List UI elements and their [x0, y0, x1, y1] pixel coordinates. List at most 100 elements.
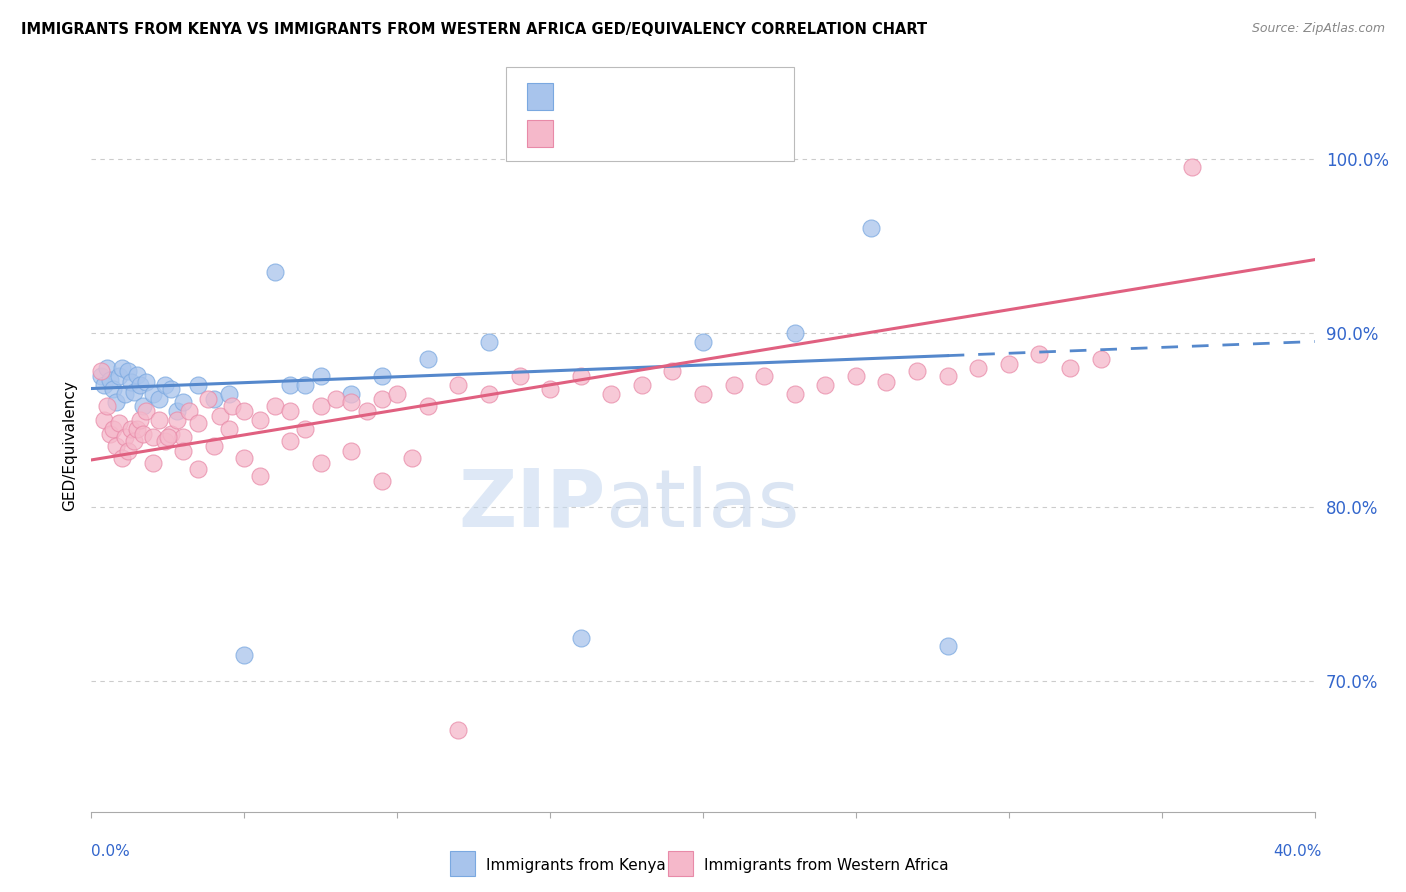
Point: [309, 369, 332, 384]
Point: [371, 369, 394, 384]
Text: Immigrants from Western Africa: Immigrants from Western Africa: [704, 858, 949, 872]
Point: [278, 404, 301, 418]
Point: [114, 430, 136, 444]
Point: [371, 474, 394, 488]
Point: [1090, 351, 1112, 366]
Point: [294, 421, 316, 435]
Point: [129, 378, 152, 392]
Text: Source: ZipAtlas.com: Source: ZipAtlas.com: [1251, 22, 1385, 36]
Point: [416, 399, 439, 413]
Point: [172, 430, 194, 444]
Point: [148, 392, 170, 406]
Point: [509, 369, 531, 384]
Point: [141, 430, 163, 444]
Point: [233, 404, 256, 418]
Point: [202, 392, 225, 406]
Text: N =: N =: [658, 87, 695, 105]
Point: [1181, 161, 1204, 175]
Point: [166, 404, 188, 418]
Point: [754, 369, 776, 384]
Point: [187, 378, 209, 392]
Text: 0.117: 0.117: [599, 87, 651, 105]
Point: [127, 421, 149, 435]
Point: [860, 221, 883, 235]
Text: 76: 76: [693, 125, 716, 143]
Point: [129, 413, 152, 427]
Point: [111, 360, 134, 375]
Point: [340, 395, 363, 409]
Point: [197, 392, 219, 406]
Point: [104, 439, 127, 453]
Point: [172, 444, 194, 458]
Point: [967, 360, 990, 375]
Point: [160, 382, 183, 396]
Point: [141, 457, 163, 471]
Point: [814, 378, 837, 392]
Point: [264, 399, 287, 413]
Point: [875, 375, 898, 389]
Text: IMMIGRANTS FROM KENYA VS IMMIGRANTS FROM WESTERN AFRICA GED/EQUIVALENCY CORRELAT: IMMIGRANTS FROM KENYA VS IMMIGRANTS FROM…: [21, 22, 927, 37]
Point: [661, 364, 683, 378]
Point: [278, 434, 301, 448]
Point: [98, 373, 121, 387]
Point: [356, 404, 378, 418]
Y-axis label: GED/Equivalency: GED/Equivalency: [62, 381, 77, 511]
Point: [569, 369, 592, 384]
Text: atlas: atlas: [605, 466, 800, 543]
Point: [278, 378, 301, 392]
Text: 0.317: 0.317: [599, 125, 651, 143]
Point: [936, 640, 959, 654]
Point: [783, 326, 806, 340]
Point: [692, 334, 714, 349]
Point: [692, 386, 714, 401]
Point: [221, 399, 243, 413]
Text: 40.0%: 40.0%: [1274, 845, 1322, 859]
Point: [249, 468, 271, 483]
Text: 39: 39: [693, 87, 717, 105]
Point: [148, 413, 170, 427]
Point: [96, 399, 118, 413]
Point: [249, 413, 271, 427]
Point: [117, 444, 139, 458]
Point: [340, 386, 363, 401]
Point: [631, 378, 654, 392]
Point: [135, 375, 157, 389]
Point: [108, 417, 131, 431]
Point: [1059, 360, 1081, 375]
Point: [202, 439, 225, 453]
Point: [447, 723, 470, 737]
Point: [122, 384, 145, 399]
Point: [98, 426, 121, 441]
Point: [294, 378, 316, 392]
Point: [120, 421, 142, 435]
Point: [141, 386, 163, 401]
Text: R =: R =: [564, 87, 600, 105]
Point: [93, 378, 115, 392]
Point: [218, 386, 240, 401]
Text: N =: N =: [658, 125, 695, 143]
Point: [340, 444, 363, 458]
Point: [101, 421, 124, 435]
Text: Immigrants from Kenya: Immigrants from Kenya: [486, 858, 666, 872]
Point: [166, 413, 188, 427]
Point: [538, 382, 561, 396]
Point: [1028, 347, 1050, 361]
Point: [153, 378, 176, 392]
Point: [936, 369, 959, 384]
Point: [132, 426, 155, 441]
Point: [90, 369, 112, 384]
Text: 0.0%: 0.0%: [91, 845, 131, 859]
Point: [723, 378, 745, 392]
Point: [90, 364, 112, 378]
Text: R =: R =: [564, 125, 600, 143]
Point: [132, 399, 155, 413]
Point: [905, 364, 928, 378]
Point: [153, 434, 176, 448]
Point: [117, 364, 139, 378]
Point: [385, 386, 409, 401]
Point: [160, 426, 183, 441]
Point: [101, 382, 124, 396]
Point: [233, 451, 256, 466]
Point: [416, 351, 439, 366]
Point: [108, 369, 131, 384]
